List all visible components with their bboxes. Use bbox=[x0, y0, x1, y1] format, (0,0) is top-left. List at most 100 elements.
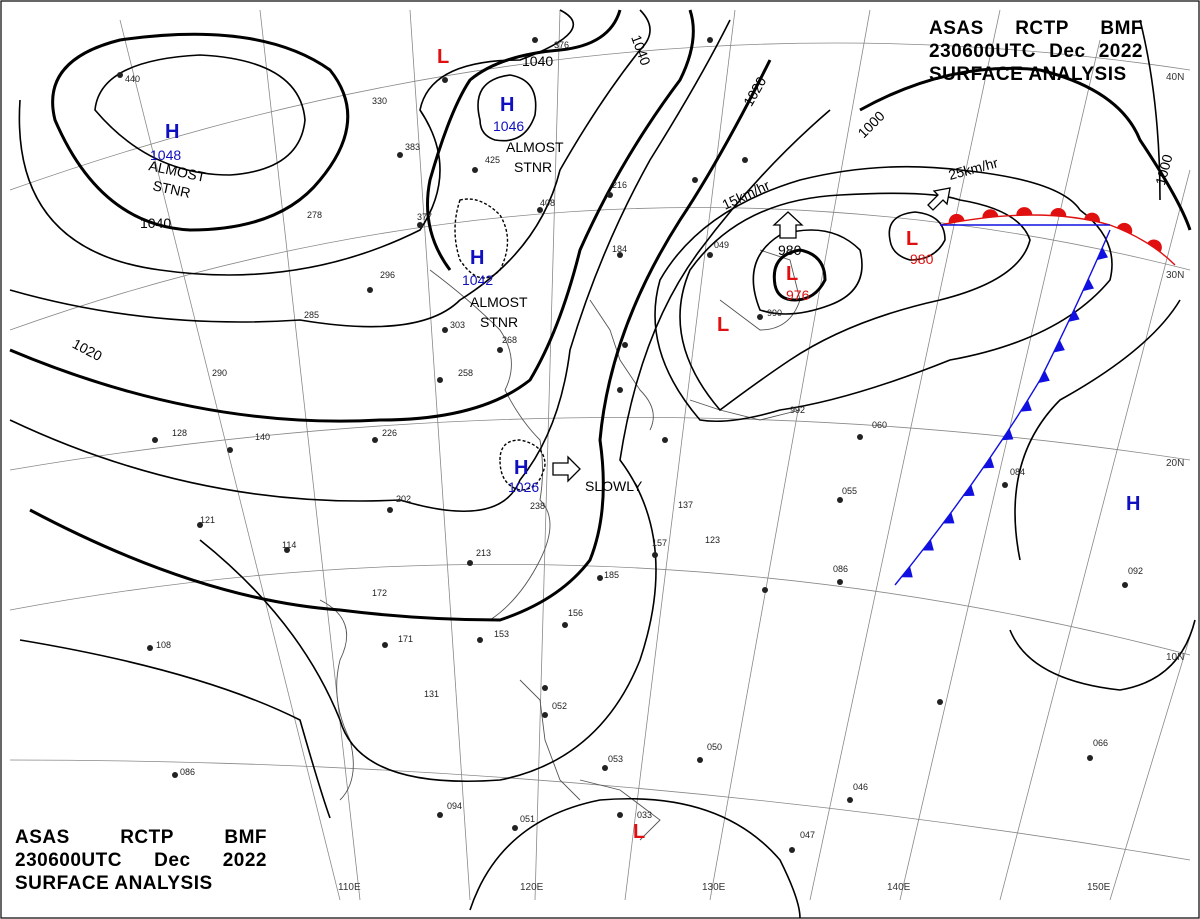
station-label: 123 bbox=[705, 535, 720, 545]
chart-header-bottom: ASAS RCTP BMF 230600UTC Dec 2022 SURFACE… bbox=[15, 826, 267, 895]
cold-front-triangle bbox=[901, 566, 913, 578]
station-marker bbox=[617, 812, 623, 818]
station-marker bbox=[697, 757, 703, 763]
arrow-25kmhr bbox=[927, 187, 951, 211]
isobar-label: 1040 bbox=[522, 53, 553, 69]
station-marker bbox=[757, 314, 763, 320]
station-label: 440 bbox=[125, 74, 140, 84]
low-pressure-marker: L bbox=[437, 46, 449, 68]
station-marker bbox=[857, 434, 863, 440]
cold-front-triangle bbox=[1038, 370, 1050, 383]
station-marker bbox=[837, 579, 843, 585]
station-label: 202 bbox=[396, 494, 411, 504]
isobar-1016 bbox=[199, 109, 831, 783]
station-label: 990 bbox=[767, 308, 782, 318]
cold-front-triangle bbox=[1053, 339, 1065, 353]
station-label: 285 bbox=[304, 310, 319, 320]
station-marker bbox=[442, 77, 448, 83]
station-label: 184 bbox=[612, 244, 627, 254]
header-title: SURFACE ANALYSIS bbox=[15, 873, 213, 894]
coastline-china bbox=[429, 269, 551, 621]
station-marker bbox=[227, 447, 233, 453]
isobars bbox=[9, 9, 1196, 919]
station-marker bbox=[707, 37, 713, 43]
station-label: 296 bbox=[380, 270, 395, 280]
warm-front-semicircle bbox=[982, 209, 999, 219]
isobar-1032 bbox=[9, 9, 651, 328]
station-label: 185 bbox=[604, 570, 619, 580]
station-marker bbox=[662, 437, 668, 443]
longitude-label: 150E bbox=[1087, 882, 1111, 893]
pressure-systems: H 1048 H 1046 H 1042 H 1026 H L 976 L 98… bbox=[150, 46, 1140, 843]
almost-stnr-label: ALMOST bbox=[506, 139, 564, 155]
station-marker bbox=[707, 252, 713, 258]
station-label: 278 bbox=[307, 210, 322, 220]
station-marker bbox=[652, 552, 658, 558]
station-label: 092 bbox=[1128, 566, 1143, 576]
cold-front-triangle bbox=[963, 484, 975, 497]
cold-front-triangle bbox=[922, 539, 934, 551]
isobar-988 bbox=[752, 229, 863, 315]
station-marker bbox=[562, 622, 568, 628]
high-pressure-marker: H bbox=[500, 94, 514, 116]
isobar-south-loop bbox=[469, 797, 801, 919]
station-label: 153 bbox=[494, 629, 509, 639]
station-label: 171 bbox=[398, 634, 413, 644]
station-marker bbox=[117, 72, 123, 78]
almost-stnr-label: STNR bbox=[480, 314, 518, 330]
station-label: 084 bbox=[1010, 467, 1025, 477]
station-label: 137 bbox=[678, 500, 693, 510]
isobar-dashed-1026 bbox=[499, 439, 546, 491]
station-label: 053 bbox=[608, 754, 623, 764]
cold-front-triangle bbox=[1082, 278, 1094, 292]
almost-stnr-label: STNR bbox=[151, 177, 192, 201]
station-label: 376 bbox=[554, 40, 569, 50]
station-label: 047 bbox=[800, 830, 815, 840]
isobar-1040-center bbox=[426, 9, 622, 271]
warm-front-line bbox=[939, 214, 1176, 266]
station-marker bbox=[789, 847, 795, 853]
station-marker bbox=[147, 645, 153, 651]
station-marker bbox=[397, 152, 403, 158]
parallel-10n bbox=[9, 563, 1191, 656]
station-marker bbox=[622, 342, 628, 348]
low-pressure-marker: L bbox=[786, 263, 798, 285]
station-label: 992 bbox=[790, 405, 805, 415]
movement-speed-label: 25km/hr bbox=[947, 154, 1000, 183]
station-label: 377 bbox=[417, 212, 432, 222]
isobar-1036 bbox=[18, 9, 575, 276]
station-label: 086 bbox=[833, 564, 848, 574]
almost-stnr-label: STNR bbox=[514, 159, 552, 175]
station-label: 156 bbox=[568, 608, 583, 618]
station-marker bbox=[197, 522, 203, 528]
graticule bbox=[9, 9, 1196, 901]
station-label: 303 bbox=[450, 320, 465, 330]
station-label: 140 bbox=[255, 432, 270, 442]
station-marker bbox=[762, 587, 768, 593]
isobar-label: 1040 bbox=[628, 33, 654, 68]
header-month: Dec bbox=[154, 850, 191, 871]
high-pressure-marker: H bbox=[470, 247, 484, 269]
station-marker bbox=[532, 37, 538, 43]
warm-front-semicircle bbox=[1016, 207, 1033, 216]
station-label: 268 bbox=[502, 335, 517, 345]
high-pressure-value: 1046 bbox=[493, 118, 524, 134]
warm-front-semicircle bbox=[1050, 208, 1067, 217]
low-pressure-value: 976 bbox=[786, 287, 810, 303]
station-label: 216 bbox=[612, 180, 627, 190]
station-marker bbox=[692, 177, 698, 183]
coastline-korea bbox=[589, 299, 654, 431]
meridian-105e bbox=[119, 19, 341, 901]
station-label: 114 bbox=[282, 540, 296, 550]
station-marker bbox=[382, 642, 388, 648]
isobar-dashed-1042 bbox=[454, 198, 509, 279]
station-label: 108 bbox=[156, 640, 171, 650]
isobar-1024 bbox=[9, 19, 731, 513]
station-label: 213 bbox=[476, 548, 491, 558]
station-marker bbox=[542, 685, 548, 691]
station-marker bbox=[837, 497, 843, 503]
station-label: 128 bbox=[172, 428, 187, 438]
header-title: SURFACE ANALYSIS bbox=[929, 64, 1127, 85]
header-month: Dec bbox=[1049, 41, 1086, 62]
